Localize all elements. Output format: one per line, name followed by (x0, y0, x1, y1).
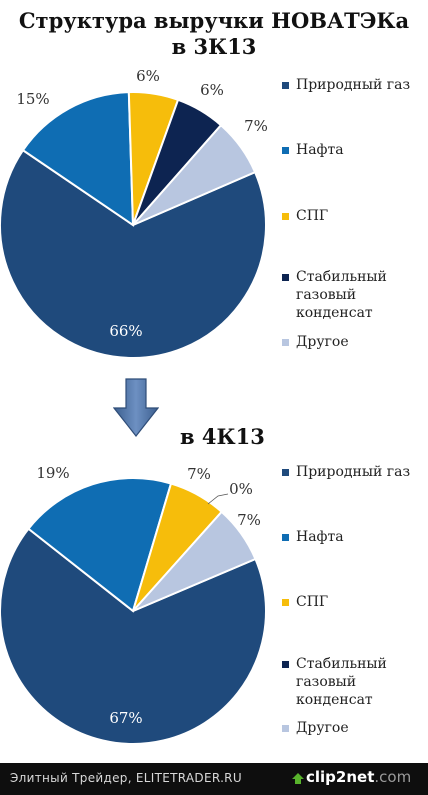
legend-item-0: Природный газ (282, 76, 428, 94)
pie2-leader-line-0 (207, 493, 229, 505)
legend-item-2: СПГ (282, 593, 428, 611)
legend-swatch (282, 534, 289, 541)
legend-label: Нафта (296, 142, 344, 158)
legend-swatch (282, 82, 289, 89)
legend-swatch (282, 469, 289, 476)
legend-item-1: Нафта (282, 141, 428, 159)
clip2net-logo-icon (292, 773, 304, 784)
pie1-data-label-4: 7% (244, 117, 268, 135)
legend-item-0: Природный газ (282, 463, 428, 481)
legend-item-1: Нафта (282, 528, 428, 546)
legend-label: Стабильный газовый конденсат (296, 269, 387, 321)
legend-label: Природный газ (296, 464, 411, 480)
pie2-slice-0 (0, 527, 267, 745)
legend-item-3: Стабильный газовый конденсат (282, 268, 428, 322)
pie-chart-3q13: 66% 15% 6% 6% 7% (0, 67, 268, 359)
legend-item-4: Другое (282, 719, 428, 737)
footer-source: Элитный Трейдер, ELITETRADER.RU (10, 771, 242, 785)
legend-swatch (282, 274, 289, 281)
legend-item-4: Другое (282, 333, 428, 351)
legend-item-2: СПГ (282, 207, 428, 225)
legend-swatch (282, 725, 289, 732)
chart-title-line2: в 3К13 (171, 34, 257, 59)
legend-label: Стабильный газовый конденсат (296, 656, 387, 708)
logo-main: clip2net (306, 768, 375, 786)
legend-swatch (282, 599, 289, 606)
legend-4q13: Природный газ Нафта СПГ Стабильный газовый … (282, 0, 428, 795)
legend-swatch (282, 339, 289, 346)
legend-swatch (282, 661, 289, 668)
pie2-data-label-3: 0% (229, 480, 253, 498)
legend-swatch (282, 213, 289, 220)
pie2-slice-1 (27, 477, 173, 613)
legend-label: Другое (296, 720, 349, 736)
pie1-data-label-0: 66% (109, 322, 142, 340)
legend-label: Другое (296, 334, 349, 350)
pie2-data-label-4: 7% (237, 511, 261, 529)
legend-label: СПГ (296, 208, 329, 224)
legend-label: Природный газ (296, 77, 411, 93)
pie2-data-label-2: 7% (187, 465, 211, 483)
pie1-slice-4 (132, 123, 257, 226)
legend-3q13: Природный газ Нафта СПГ Стабильный газовый … (282, 0, 428, 380)
footer-bar: Элитный Трейдер, ELITETRADER.RU clip2net… (0, 763, 428, 795)
chart-subtitle-4q13: в 4К13 (180, 424, 265, 449)
pie1-slice-0 (0, 148, 267, 359)
chart-title-line1: Структура выручки НОВАТЭКа (18, 8, 410, 33)
pie2-data-label-0: 67% (109, 709, 142, 727)
legend-label: Нафта (296, 529, 344, 545)
pie1-data-label-1: 15% (16, 90, 49, 108)
pie1-data-label-2: 6% (136, 67, 160, 85)
pie1-slice-1 (21, 91, 135, 227)
legend-label: СПГ (296, 594, 329, 610)
down-arrow-icon (113, 378, 159, 437)
legend-item-3: Стабильный газовый конденсат (282, 655, 428, 709)
pie1-data-label-3: 6% (200, 81, 224, 99)
pie2-slice-4 (132, 510, 257, 612)
legend-swatch (282, 147, 289, 154)
clip2net-logo[interactable]: clip2net.com (306, 768, 411, 786)
pie2-data-label-1: 19% (36, 464, 69, 482)
logo-suffix: .com (374, 768, 412, 786)
